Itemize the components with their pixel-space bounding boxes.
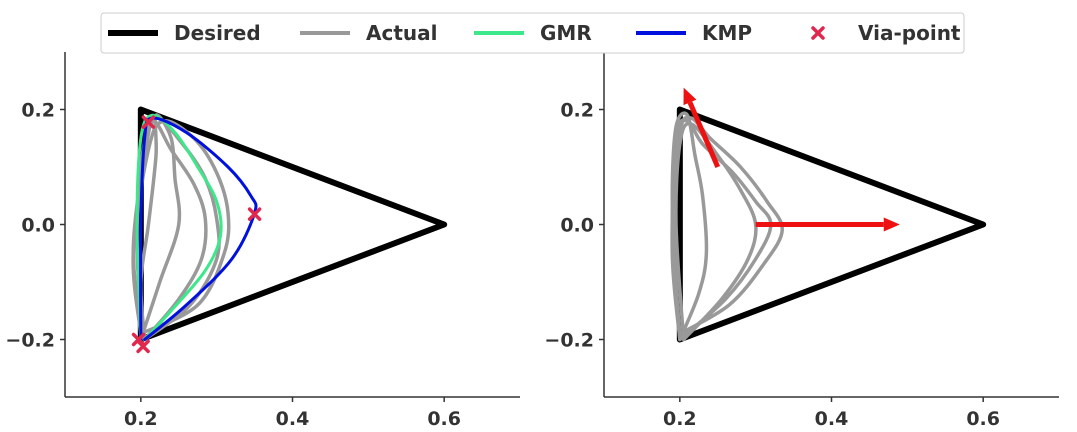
y-tick-label: 0.0 xyxy=(21,215,55,237)
arrow-shaft-0 xyxy=(687,101,721,168)
legend-swatch-via-point xyxy=(811,26,825,40)
right-plot: 0.2 0.4 0.6 −0.2 0.0 0.2 xyxy=(544,52,1059,430)
x-tick-label: 0.6 xyxy=(966,408,1000,430)
legend-box xyxy=(100,12,965,54)
x-tick-label: 0.2 xyxy=(663,408,697,430)
series-line-kmp-6 xyxy=(139,116,258,341)
series-line-gmr-5 xyxy=(135,113,223,341)
legend-label-gmr: GMR xyxy=(540,21,592,45)
series-line-actual-4 xyxy=(674,121,758,342)
x-tick-label: 0.4 xyxy=(815,408,849,430)
via-point-marker xyxy=(141,115,156,129)
series-line-actual-3 xyxy=(670,115,784,336)
y-tick-label: 0.2 xyxy=(21,100,55,122)
via-point-marker xyxy=(247,207,262,221)
y-tick-label: −0.2 xyxy=(5,330,55,352)
arrow-head-0 xyxy=(683,87,697,106)
y-tick-label: −0.2 xyxy=(544,330,594,352)
legend-label-kmp: KMP xyxy=(702,21,752,45)
arrow-head-1 xyxy=(883,217,900,232)
legend-label-desired: Desired xyxy=(174,21,261,45)
x-tick-label: 0.4 xyxy=(276,408,310,430)
legend-label-via-point: Via-point xyxy=(858,21,961,45)
legend: Desired Actual GMR KMP Via-point xyxy=(100,12,965,54)
y-tick-label: 0.0 xyxy=(560,215,594,237)
left-plot: 0.2 0.4 0.6 −0.2 0.0 0.2 xyxy=(5,52,520,430)
x-tick-label: 0.6 xyxy=(427,408,461,430)
legend-label-actual: Actual xyxy=(366,21,437,45)
y-tick-label: 0.2 xyxy=(560,100,594,122)
series-line-desired-0 xyxy=(676,106,987,343)
x-tick-label: 0.2 xyxy=(124,408,158,430)
via-point-marker xyxy=(136,339,150,354)
